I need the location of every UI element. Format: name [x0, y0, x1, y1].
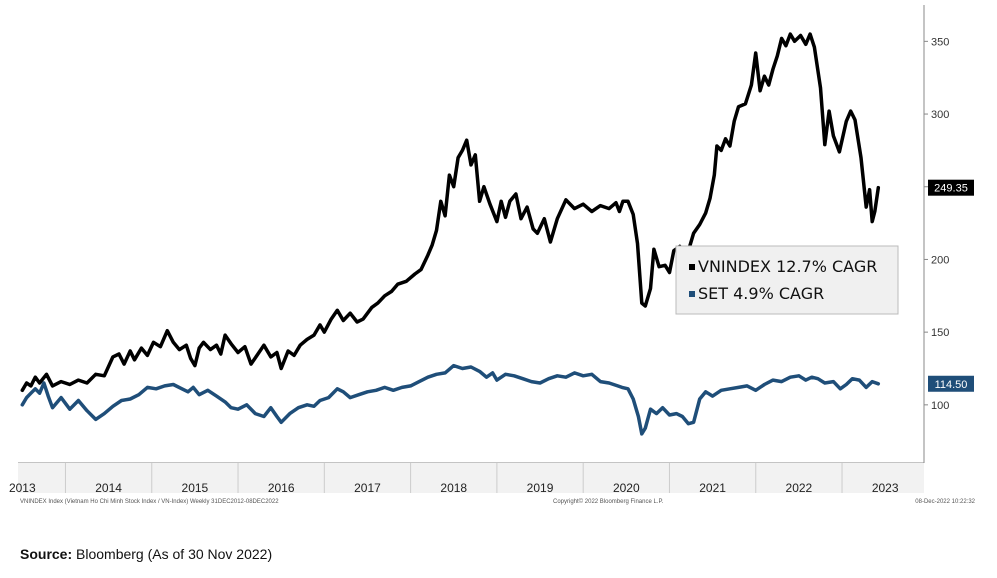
footnote-center: Copyright© 2022 Bloomberg Finance L.P.	[553, 498, 664, 505]
line-chart: 100150200250300350 201320142015201620172…	[9, 5, 976, 505]
x-tick-label: 2020	[613, 481, 640, 495]
x-tick-label: 2021	[699, 481, 726, 495]
legend-label-vnindex: VNINDEX 12.7% CAGR	[698, 257, 877, 276]
source-note: Source: Bloomberg (As of 30 Nov 2022)	[20, 546, 272, 562]
x-tick-label: 2013	[9, 481, 36, 495]
legend-swatch-set	[689, 291, 695, 297]
x-tick-label: 2022	[786, 481, 813, 495]
last-value-badge-0	[928, 179, 974, 196]
source-text: Bloomberg (As of 30 Nov 2022)	[72, 546, 273, 562]
last-value-badges: 249.35 114.50	[928, 179, 974, 392]
source-label: Source:	[20, 546, 73, 562]
legend: VNINDEX 12.7% CAGR SET 4.9% CAGR	[675, 245, 899, 315]
x-tick-label: 2016	[268, 481, 295, 495]
x-tick-label: 2018	[440, 481, 467, 495]
last-value-badge-1	[928, 375, 974, 392]
y-tick-label: 200	[931, 254, 949, 266]
legend-label-set: SET 4.9% CAGR	[698, 284, 824, 303]
series-lines	[20, 32, 881, 436]
x-tick-label: 2014	[95, 481, 122, 495]
y-axis-ticks: 100150200250300350	[924, 36, 949, 412]
footnote-right: 08-Dec-2022 10:22:32	[915, 499, 975, 505]
x-axis-band	[18, 463, 924, 493]
series-line-0	[20, 32, 881, 393]
y-tick-label: 150	[931, 327, 949, 339]
x-tick-label: 2015	[182, 481, 209, 495]
x-tick-label: 2017	[354, 481, 381, 495]
series-line-1	[20, 363, 881, 436]
y-tick-label: 100	[931, 400, 949, 412]
x-tick-label: 2019	[527, 481, 554, 495]
last-value-label-0: 249.35	[934, 183, 968, 195]
y-tick-label: 300	[931, 109, 949, 121]
plot-area	[18, 5, 924, 463]
x-axis-ticks: 2013 2014 2015 2016 2017 2018 2019 2020 2021 2022…	[9, 463, 899, 495]
last-value-label-1: 114.50	[935, 379, 968, 391]
x-tick-label: 2023	[872, 481, 899, 495]
y-tick-label: 350	[931, 36, 949, 48]
footnote-left: VNINDEX Index (Vietnam Ho Chi Minh Stock…	[20, 499, 279, 505]
legend-box	[675, 245, 899, 315]
legend-swatch-vnindex	[689, 264, 695, 270]
